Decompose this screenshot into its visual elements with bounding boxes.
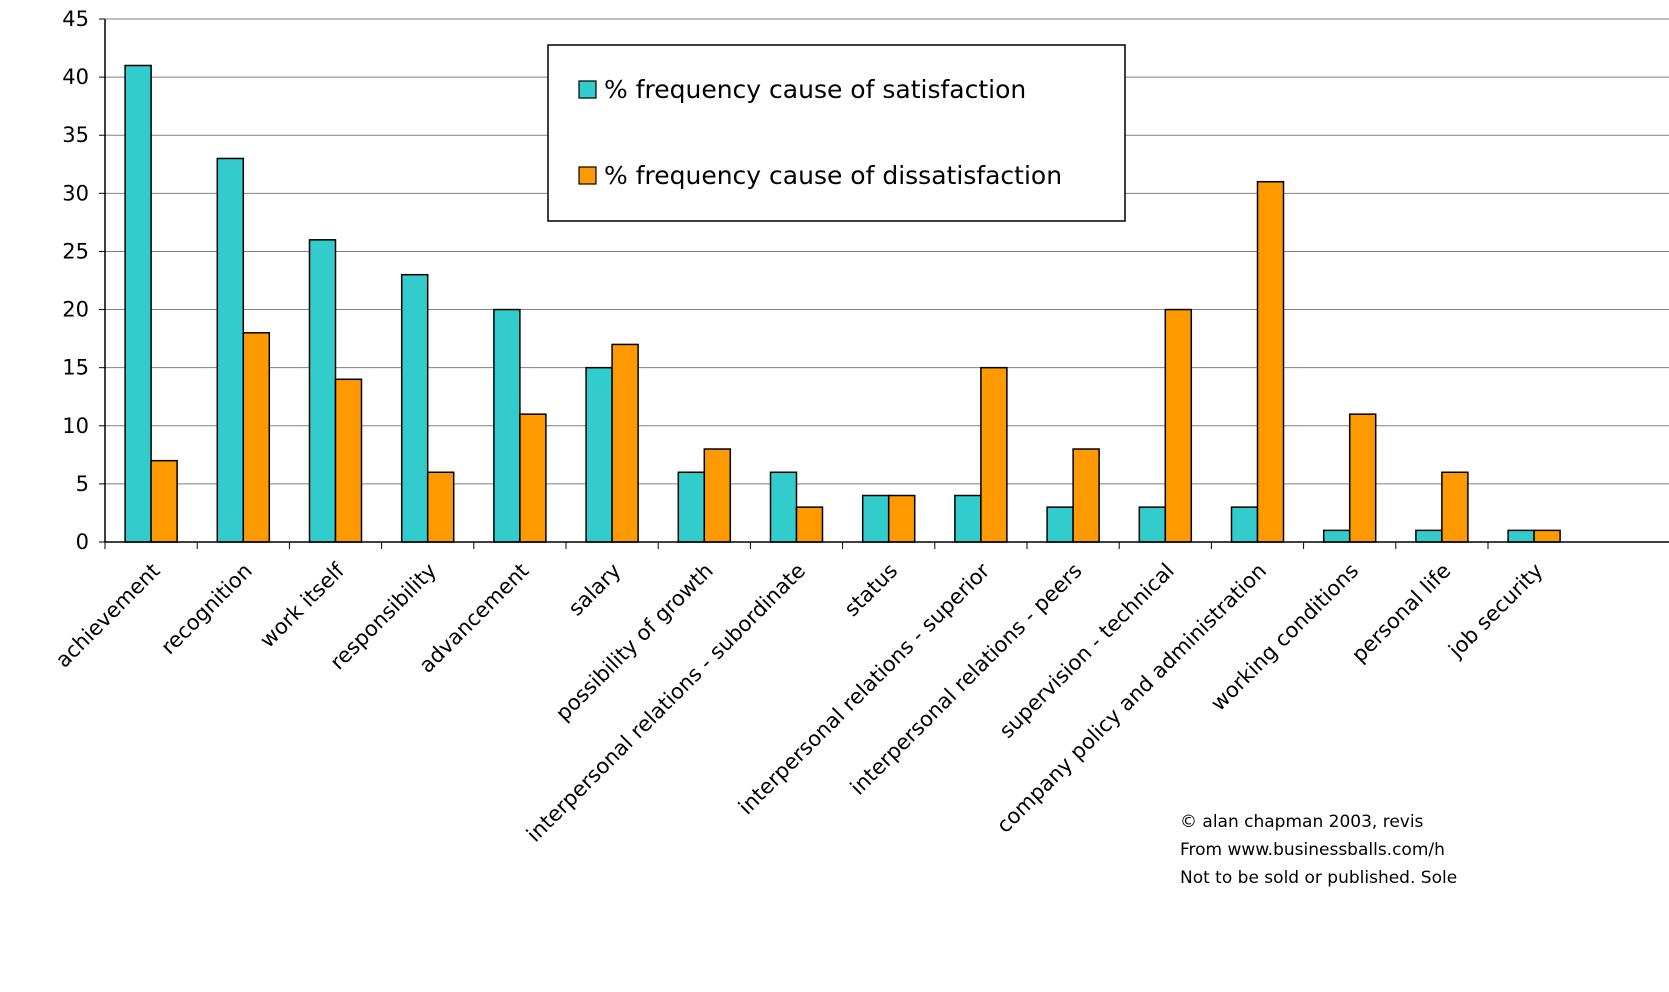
y-tick-label: 30: [62, 181, 89, 205]
bar-satisfaction: [1230, 506, 1259, 543]
y-tick-label: 5: [76, 472, 89, 496]
bar-dissatisfaction: [703, 448, 732, 543]
y-tick-label: 25: [62, 239, 89, 263]
y-axis-ticks: 0 5 10 15 20 25 30 35 40 45: [62, 7, 105, 554]
bar-dissatisfaction: [1533, 529, 1561, 543]
legend-label-dissatisfaction: % frequency cause of dissatisfaction: [604, 161, 1062, 190]
bar-dissatisfaction: [426, 471, 455, 543]
bar-dissatisfaction: [150, 459, 178, 543]
bar-satisfaction: [1507, 529, 1535, 543]
bar-satisfaction: [1322, 529, 1351, 543]
bar-satisfaction: [493, 308, 521, 543]
bar-satisfaction: [308, 239, 337, 543]
y-tick-label: 0: [76, 530, 89, 554]
axes: [104, 18, 1669, 543]
bar-satisfaction: [585, 366, 613, 543]
x-tick-label: salary: [564, 559, 626, 621]
bar-dissatisfaction: [1441, 471, 1469, 543]
x-tick-label: achievement: [51, 559, 165, 673]
bars: [124, 64, 1561, 543]
x-tick-label: supervision - technical: [995, 559, 1179, 743]
bar-dissatisfaction: [980, 366, 1008, 543]
bar-satisfaction: [1415, 529, 1443, 543]
legend-box: [547, 44, 1126, 222]
bar-satisfaction: [400, 273, 429, 543]
bar-dissatisfaction: [1256, 180, 1285, 543]
bar-dissatisfaction: [1348, 413, 1377, 543]
bar-dissatisfaction: [1164, 308, 1193, 543]
bar-satisfaction: [954, 494, 982, 543]
bar-satisfaction: [216, 157, 245, 543]
bar-dissatisfaction: [242, 332, 271, 543]
bar-dissatisfaction: [334, 378, 363, 543]
bar-dissatisfaction: [1072, 448, 1100, 543]
bar-dissatisfaction: [611, 343, 639, 543]
bar-satisfaction: [677, 471, 706, 543]
y-tick-label: 35: [62, 123, 89, 147]
footer-line-2: From www.businessballs.com/h: [1180, 840, 1445, 860]
copyright-footer: © alan chapman 2003, revis From www.busi…: [1180, 808, 1669, 892]
footer-line-1: © alan chapman 2003, revis: [1180, 812, 1424, 832]
bar-dissatisfaction: [887, 494, 916, 543]
legend-label-satisfaction: % frequency cause of satisfaction: [604, 75, 1026, 104]
bar-satisfaction: [124, 64, 152, 543]
legend: % frequency cause of satisfaction % frequ…: [547, 44, 1126, 222]
legend-swatch-dissatisfaction: [578, 166, 597, 185]
bar-satisfaction: [1138, 506, 1167, 543]
x-tick-label: personal life: [1347, 559, 1455, 667]
y-tick-label: 40: [62, 65, 89, 89]
legend-swatch-satisfaction: [578, 80, 597, 99]
bar-satisfaction: [861, 494, 890, 543]
x-tick-label: status: [840, 559, 903, 622]
x-tick-label: recognition: [156, 559, 257, 660]
x-tick-label: work itself: [255, 558, 349, 652]
bar-dissatisfaction: [519, 413, 547, 543]
x-tick-label: possibility of growth: [551, 559, 718, 726]
y-tick-label: 10: [62, 414, 89, 438]
y-tick-label: 20: [62, 298, 89, 322]
y-tick-label: 15: [62, 356, 89, 380]
bar-satisfaction: [1046, 506, 1074, 543]
y-tick-label: 45: [62, 7, 89, 31]
x-tick-label: job security: [1443, 559, 1547, 663]
footer-line-3: Not to be sold or published. Sole: [1180, 868, 1458, 888]
bar-dissatisfaction: [795, 506, 824, 543]
bar-satisfaction: [769, 471, 798, 543]
